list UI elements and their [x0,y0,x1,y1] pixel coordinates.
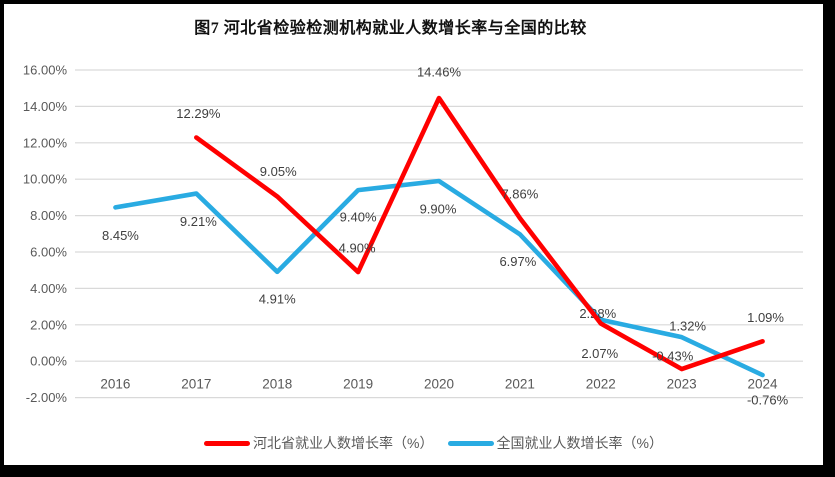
data-label: 9.21% [180,214,217,229]
legend-item-national: 全国就业人数增长率（%） [447,433,663,453]
data-label: 2.07% [581,346,618,361]
y-tick-label: 8.00% [30,208,67,223]
data-label: 1.09% [747,310,784,325]
y-tick-label: 14.00% [23,99,68,114]
series-line-0 [194,95,765,372]
data-label: 4.90% [339,241,376,256]
chart-area: 图7 河北省检验检测机构就业人数增长率与全国的比较 16.00% 14.00% 12… [4,4,823,465]
data-label: 1.32% [669,319,706,334]
data-label: 4.91% [259,291,296,306]
data-label: 7.86% [501,187,538,202]
y-tick-label: 0.00% [30,354,67,369]
y-tick-label: 4.00% [30,281,67,296]
x-tick-label: 2023 [667,377,697,392]
legend-item-hebei: 河北省就业人数增长率（%） [204,433,434,453]
data-label: 14.46% [417,65,462,80]
legend-label-national: 全国就业人数增长率（%） [496,435,663,451]
x-tick-label: 2018 [262,377,292,392]
x-tick-label: 2022 [586,377,616,392]
y-tick-label: 12.00% [23,135,68,150]
data-label: -0.76% [747,393,789,408]
y-tick-label: -2.00% [26,390,68,405]
x-tick-label: 2020 [424,377,454,392]
x-tick-label: 2021 [505,377,535,392]
blue-line-swatch-icon [447,440,494,446]
data-label: 9.05% [260,164,297,179]
y-tick-label: 6.00% [30,245,67,260]
y-tick-label: 2.00% [30,317,67,332]
data-label: 9.90% [420,202,457,217]
legend-label-hebei: 河北省就业人数增长率（%） [253,435,434,451]
x-tick-label: 2019 [343,377,373,392]
chart-title: 图7 河北省检验检测机构就业人数增长率与全国的比较 [194,20,587,37]
red-line-swatch-icon [204,440,251,446]
x-tick-label: 2016 [100,377,130,392]
y-tick-label: 16.00% [23,63,68,78]
data-label: -0.43% [652,349,694,364]
y-tick-label: 10.00% [23,172,68,187]
chart-legend: 河北省就业人数增长率（%） 全国就业人数增长率（%） [24,433,823,453]
x-tick-label: 2024 [748,377,779,392]
data-label: 6.97% [499,254,536,269]
data-label: 8.45% [102,228,139,243]
data-label: 12.29% [176,106,221,121]
series-line-1 [113,178,765,378]
data-label: 9.40% [340,210,377,225]
chart-canvas: 16.00% 14.00% 12.00% 10.00% 8.00% 6.00% 4.00% 2… [23,63,803,408]
x-tick-label: 2017 [181,377,211,392]
